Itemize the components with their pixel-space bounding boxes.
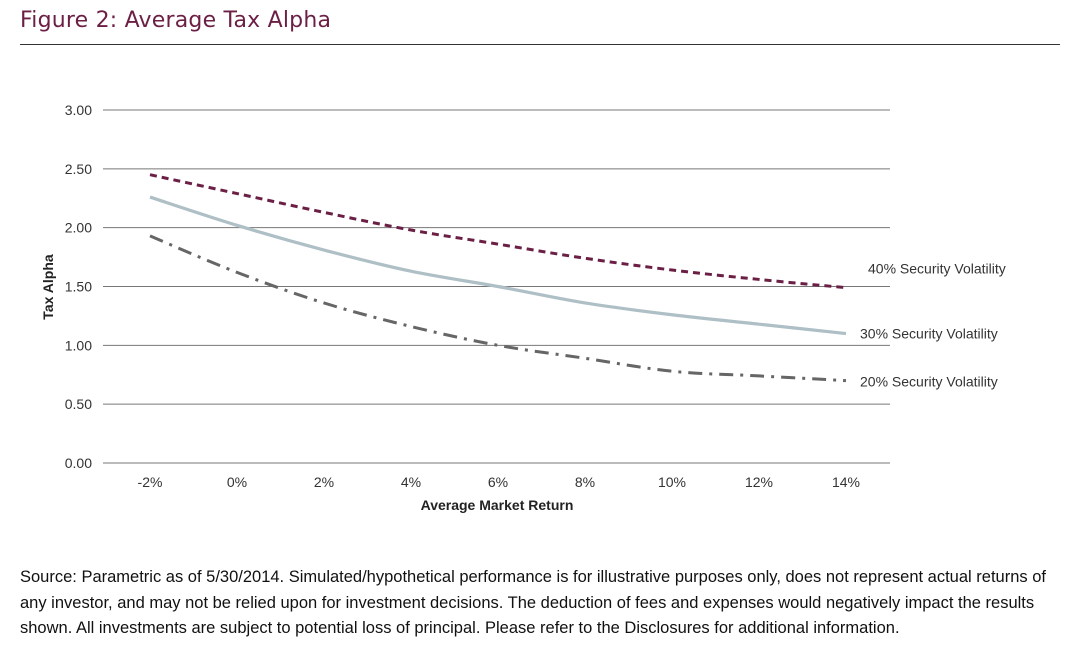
x-tick-label: 8% — [575, 474, 595, 490]
x-tick-label: 4% — [401, 474, 421, 490]
source-note: Source: Parametric as of 5/30/2014. Simu… — [20, 568, 1046, 637]
figure-title: Figure 2: Average Tax Alpha — [20, 8, 332, 33]
x-tick-label: 0% — [227, 474, 247, 490]
x-axis-title: Average Market Return — [421, 497, 574, 513]
series-line-30-security-volatility — [149, 195, 847, 336]
x-tick-label: 14% — [832, 474, 860, 490]
y-tick-label: 1.00 — [65, 337, 92, 353]
y-tick-label: 0.00 — [65, 455, 92, 471]
y-tick-label: 1.50 — [65, 279, 92, 295]
x-tick-label: -2% — [138, 474, 163, 490]
x-tick-label: 10% — [658, 474, 686, 490]
x-tick-label: 6% — [488, 474, 508, 490]
series-label: 30% Security Volatility — [860, 326, 998, 342]
series-label: 20% Security Volatility — [860, 374, 998, 390]
y-tick-label: 2.00 — [65, 220, 92, 236]
y-tick-label: 0.50 — [65, 396, 92, 412]
x-tick-label: 12% — [745, 474, 773, 490]
series-line-20-security-volatility — [149, 234, 847, 383]
series-label: 40% Security Volatility — [868, 261, 1006, 277]
title-divider — [20, 44, 1060, 45]
line-chart: 0.00 0.50 1.00 1.50 2.00 2.50 3.00 -2% 0% 2% 4% 6% 8… — [40, 102, 1006, 513]
y-tick-label: 2.50 — [65, 161, 92, 177]
y-tick-label: 3.00 — [65, 102, 92, 118]
series-line-40-security-volatility — [149, 173, 847, 290]
y-axis-title: Tax Alpha — [40, 254, 56, 320]
x-tick-label: 2% — [314, 474, 334, 490]
